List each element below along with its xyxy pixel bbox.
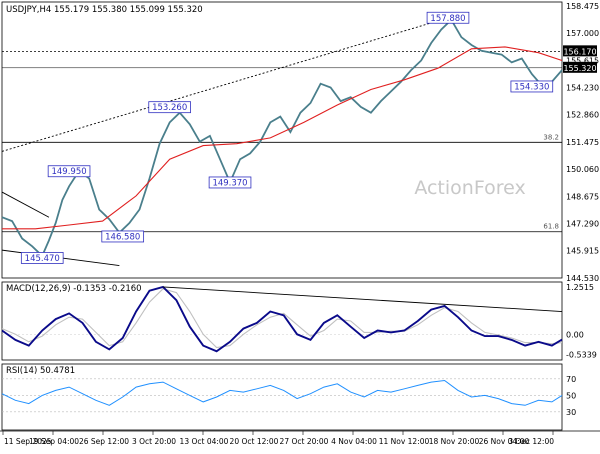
price-tick-label: 158.475 xyxy=(566,2,599,11)
fib-label: 38.2 xyxy=(543,133,559,141)
x-tick-label: 26 Sep 12:00 xyxy=(79,437,129,446)
price-marker-label: 155.320 xyxy=(563,64,596,73)
panel-frame-2 xyxy=(1,363,563,431)
macd-tick-label: 0.00 xyxy=(566,330,584,339)
rsi-title: RSI(14) 50.4781 xyxy=(6,366,75,376)
price-tick-label: 148.675 xyxy=(566,192,599,201)
price-tick-label: 152.860 xyxy=(566,111,599,120)
rsi-tick-label: 70 xyxy=(566,375,576,384)
annotation-label: 154.330 xyxy=(514,82,549,92)
annotation-label: 157.880 xyxy=(430,14,465,24)
price-marker-bg xyxy=(563,45,597,57)
panel-frame-0 xyxy=(1,1,563,279)
rsi-tick-label: 50 xyxy=(566,391,576,400)
annotation-label: 149.370 xyxy=(212,178,247,188)
annotation-box xyxy=(426,11,470,24)
price-tick-label: 151.475 xyxy=(566,138,599,147)
price-tick-label: 150.060 xyxy=(566,165,599,174)
x-tick-label: 27 Oct 20:00 xyxy=(280,437,329,446)
price-marker-label: 156.170 xyxy=(563,47,596,56)
macd-tick-label: -0.5339 xyxy=(566,350,597,359)
annotation-label: 145.470 xyxy=(25,254,60,264)
price-series-ma xyxy=(2,46,563,230)
macd-signal-line xyxy=(1,288,563,349)
x-tick-label: 18 Nov 20:00 xyxy=(429,437,480,446)
price-tick-label: 157.000 xyxy=(566,29,599,38)
chart-title: USDJPY,H4 155.179 155.380 155.099 155.32… xyxy=(6,5,203,15)
x-tick-label: 19 Sep 04:00 xyxy=(29,437,79,446)
macd-line xyxy=(1,285,563,353)
annotation-box xyxy=(510,80,554,93)
price-tick-label: 144.530 xyxy=(566,274,599,283)
price-marker-bg xyxy=(563,61,597,73)
annotation-box xyxy=(20,252,64,264)
annotation-box xyxy=(101,230,145,243)
x-tick-label: 26 Nov 04:00 xyxy=(479,437,530,446)
annotation-box xyxy=(148,101,191,114)
macd-trendline xyxy=(162,286,563,312)
price-tick-label: 155.615 xyxy=(566,56,599,65)
x-tick-label: 13 Oct 04:00 xyxy=(180,437,229,446)
trendline xyxy=(1,17,449,152)
rsi-tick-label: 30 xyxy=(566,408,576,417)
watermark: ActionForex xyxy=(414,177,525,199)
price-tick-label: 147.290 xyxy=(566,219,599,228)
fib-label: 61.8 xyxy=(543,223,559,231)
price-series-close xyxy=(1,18,563,258)
x-tick-label: 4 Nov 04:00 xyxy=(331,437,377,446)
annotation-box xyxy=(47,165,91,178)
annotation-box xyxy=(208,176,252,189)
annotation-label: 146.580 xyxy=(105,232,140,242)
macd-tick-label: 1.2515 xyxy=(566,283,594,292)
x-tick-label: 20 Oct 12:00 xyxy=(230,437,279,446)
trendline xyxy=(1,191,50,218)
x-tick-label: 3 Dec 12:00 xyxy=(508,437,554,446)
x-tick-label: 3 Oct 20:00 xyxy=(132,437,176,446)
price-tick-label: 145.915 xyxy=(566,247,599,256)
x-tick-label: 11 Sep 2025 xyxy=(4,437,52,446)
price-tick-label: 154.230 xyxy=(566,84,599,93)
rsi-line xyxy=(1,379,563,406)
annotation-label: 149.950 xyxy=(51,167,86,177)
x-tick-label: 11 Nov 12:00 xyxy=(379,437,430,446)
macd-title: MACD(12,26,9) -0.1353 -0.2160 xyxy=(6,284,142,294)
annotation-label: 153.260 xyxy=(152,103,187,113)
panel-frame-1 xyxy=(1,281,563,361)
